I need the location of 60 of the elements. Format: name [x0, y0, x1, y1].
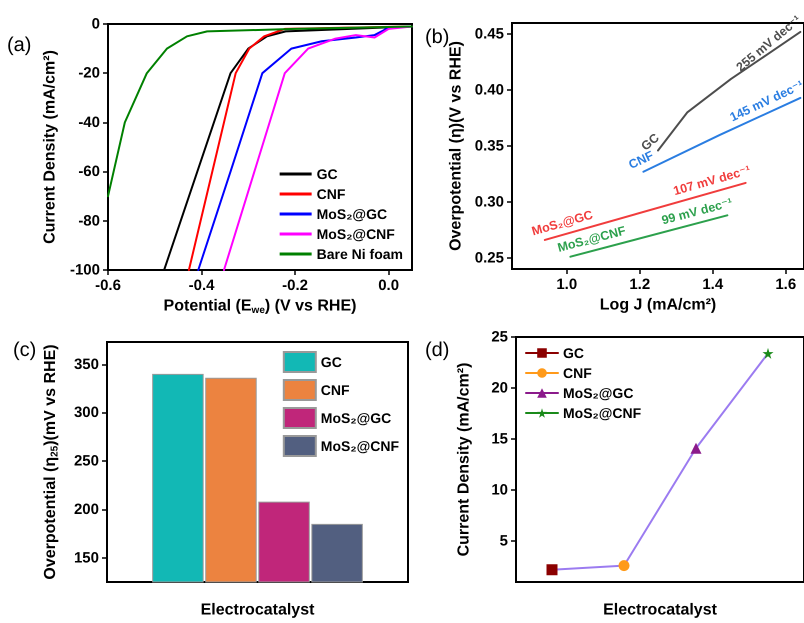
y-tick-label: 0.40 — [474, 82, 504, 99]
legend-label: GC — [563, 345, 584, 361]
legend-label: CNF — [563, 365, 592, 381]
y-tick-label: -60 — [78, 163, 100, 180]
y-tick-label: 15 — [491, 430, 508, 448]
x-tick-label: 0.0 — [378, 277, 400, 294]
chart-title: (b) — [425, 26, 450, 48]
legend-label: CNF — [316, 186, 346, 202]
y-axis-title: Current Density (mA/cm²) — [42, 50, 58, 244]
legend-label: MoS₂@CNF — [563, 405, 642, 421]
legend-label: MoS₂@CNF — [316, 226, 396, 242]
legend-label: GC — [316, 166, 338, 182]
x-axis-title: Electrocatalyst — [200, 602, 316, 618]
y-tick-label: 150 — [74, 549, 99, 566]
y-tick-label: 5 — [500, 532, 508, 550]
line-series — [107, 25, 413, 198]
y-tick-label: 25 — [491, 328, 508, 346]
y-tick-label: 350 — [74, 356, 99, 373]
text: (a) — [7, 34, 32, 56]
x-tick-label: -0.4 — [188, 277, 216, 294]
x-tick-label: -0.6 — [95, 277, 121, 294]
x-tick-label: 1.0 — [556, 276, 578, 293]
x-tick-label: -0.2 — [282, 277, 308, 294]
y-tick-label: 300 — [74, 404, 99, 422]
y-axis-title: Overpotential (η)(V vs RHE) — [447, 41, 464, 251]
y-tick-label: 250 — [74, 452, 99, 470]
y-tick-label: -100 — [70, 262, 100, 278]
y-axis-title: Current Density (mA/cm²) — [456, 362, 472, 556]
x-tick-label: 1.6 — [775, 276, 796, 293]
y-tick-label: 20 — [491, 380, 508, 397]
legend-label: MoS₂@CNF — [320, 438, 400, 454]
legend-label: MoS₂@GC — [320, 410, 392, 426]
point — [618, 560, 630, 572]
legend-label: GC — [320, 354, 342, 370]
x-tick-label: 1.4 — [702, 276, 724, 293]
y-tick-label: -40 — [78, 114, 100, 131]
legend-label: MoS₂@GC — [316, 206, 388, 222]
point — [690, 442, 702, 454]
x-axis-title: Electrocatalyst — [603, 602, 718, 618]
legend-label: CNF — [320, 382, 350, 398]
y-tick-label: -80 — [78, 212, 100, 230]
x-axis-title: Log J (mA/cm²) — [600, 296, 716, 314]
y-tick-label: 10 — [491, 482, 508, 499]
y-tick-label: 0.45 — [474, 26, 504, 43]
y-tick-label: 0.25 — [474, 249, 504, 266]
y-tick-label: -20 — [78, 64, 100, 82]
text: CNF — [626, 148, 656, 172]
annotation: 145 mV dec⁻¹ — [728, 78, 804, 124]
point — [546, 564, 558, 576]
y-axis-title: Overpotential (η25)(mV vs RHE) — [42, 344, 60, 580]
x-tick-label: 1.2 — [629, 276, 650, 293]
y-tick-label: 0.30 — [474, 193, 504, 210]
legend-label: MoS₂@GC — [563, 385, 634, 401]
y-tick-label: 200 — [74, 500, 99, 518]
legend-label: Bare Ni foam — [316, 246, 403, 262]
chart-title: (d) — [425, 339, 450, 361]
chart-title: (c) — [13, 339, 36, 361]
point — [762, 348, 774, 359]
y-tick-label: 0 — [92, 16, 100, 32]
y-tick-label: 0.35 — [474, 138, 504, 154]
